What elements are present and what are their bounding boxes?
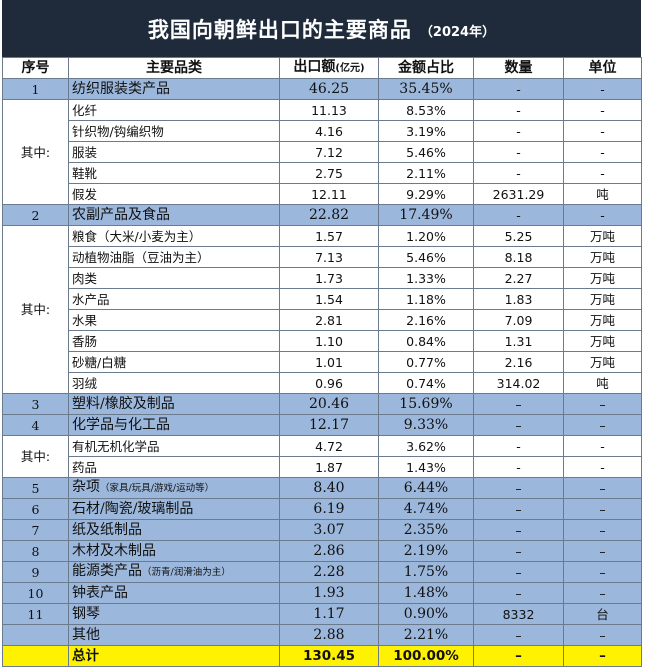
header-category: 主要品类 bbox=[68, 57, 280, 79]
table-row: 肉类 1.73 1.33% 2.27 万吨 bbox=[3, 267, 642, 289]
sub-label: 其中: bbox=[2, 99, 69, 205]
header-value: 出口额(亿元) bbox=[279, 57, 379, 79]
table-row: 其他 2.88 2.21% – – bbox=[2, 624, 642, 646]
table-row: 1 纺织服装类产品 46.25 35.45% - - bbox=[2, 78, 642, 100]
table-row: 其中: 有机无机化学品 4.72 3.62% - - bbox=[2, 435, 642, 478]
table-row: 其中: 粮食（大米/小麦为主） 1.57 1.20% 5.25 万吨 bbox=[2, 225, 642, 394]
page-title: 我国向朝鲜出口的主要商品 bbox=[147, 17, 412, 42]
header-share: 金额占比 bbox=[378, 57, 474, 79]
table-row: 3 塑料/橡胶及制品 20.46 15.69% – – bbox=[2, 393, 642, 415]
table-row: 9 能源类产品（沥青/润滑油为主） 2.28 1.75% – – bbox=[2, 561, 642, 583]
header-qty: 数量 bbox=[473, 57, 564, 79]
total-row: 总计 130.45 100.00% – – bbox=[2, 645, 642, 667]
table-row: 8 木材及木制品 2.86 2.19% – – bbox=[2, 540, 642, 562]
sub-label: 其中: bbox=[2, 225, 69, 394]
sub-label: 其中: bbox=[2, 435, 69, 478]
table-row: 11 钢琴 1.17 0.90% 8332 台 bbox=[2, 603, 642, 625]
header-row: 序号 主要品类 出口额(亿元) 金额占比 数量 单位 bbox=[2, 57, 642, 79]
table-row: 香肠 1.10 0.84% 1.31 万吨 bbox=[3, 330, 642, 352]
table-row: 药品 1.87 1.43% - - bbox=[3, 456, 642, 478]
table-row: 7 纸及纸制品 3.07 2.35% – – bbox=[2, 519, 642, 541]
table-row: 4 化学品与化工品 12.17 9.33% – – bbox=[2, 414, 642, 436]
table-row: 6 石材/陶瓷/玻璃制品 6.19 4.74% – – bbox=[2, 498, 642, 520]
table-row: 羽绒 0.96 0.74% 314.02 吨 bbox=[3, 372, 642, 394]
title-year: （2024年） bbox=[419, 25, 496, 40]
header-unit: 单位 bbox=[563, 57, 642, 79]
table-row: 砂糖/白糖 1.01 0.77% 2.16 万吨 bbox=[3, 351, 642, 373]
table-row: 10 钟表产品 1.93 1.48% – – bbox=[2, 582, 642, 604]
table-row: 2 农副产品及食品 22.82 17.49% - - bbox=[2, 204, 642, 226]
table-row: 针织物/钩编织物 4.16 3.19% - - bbox=[3, 120, 642, 142]
table-row: 服装 7.12 5.46% - - bbox=[3, 141, 642, 163]
table-row: 鞋靴 2.75 2.11% - - bbox=[3, 162, 642, 184]
table-row: 水产品 1.54 1.18% 1.83 万吨 bbox=[3, 288, 642, 310]
table-row: 5 杂项（家具/玩具/游戏/运动等） 8.40 6.44% – – bbox=[2, 477, 642, 499]
table-row: 假发 12.11 9.29% 2631.29 吨 bbox=[3, 183, 642, 205]
title-bar: 我国向朝鲜出口的主要商品 （2024年） bbox=[2, 0, 641, 57]
export-table: 序号 主要品类 出口额(亿元) 金额占比 数量 单位 1 纺织服装类产品 46.… bbox=[2, 57, 642, 667]
table-row: 其中: 化纤 11.13 8.53% - - bbox=[2, 99, 642, 205]
table-row: 水果 2.81 2.16% 7.09 万吨 bbox=[3, 309, 642, 331]
table-row: 动植物油脂（豆油为主） 7.13 5.46% 8.18 万吨 bbox=[3, 246, 642, 268]
header-seq: 序号 bbox=[2, 57, 69, 79]
